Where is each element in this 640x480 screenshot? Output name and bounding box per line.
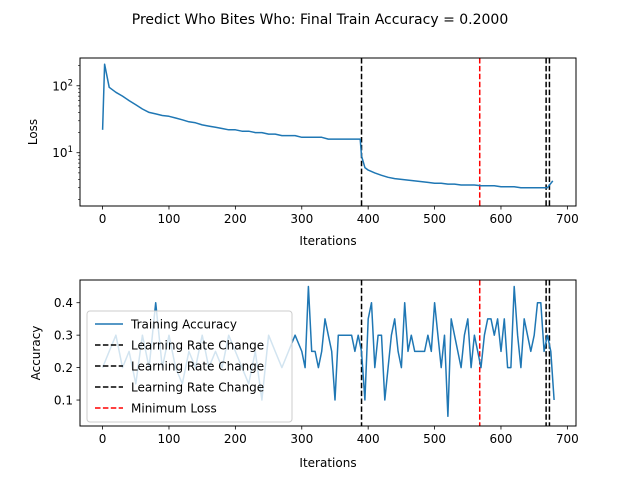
legend-frame: [86, 310, 293, 423]
accuracy-x-axis-label: Iterations: [299, 456, 356, 470]
legend-label-0: Training Accuracy: [130, 318, 237, 332]
accuracy-x-tick-label: 700: [556, 432, 579, 446]
accuracy-y-tick-label: 0.4: [54, 296, 73, 310]
accuracy-x-tick-label: 300: [290, 432, 313, 446]
loss-y-axis-label: Loss: [26, 119, 40, 145]
loss-series: [101, 63, 554, 189]
loss-y-tick-label: 102: [52, 78, 73, 93]
loss-x-ticks: 0 100 200 300 400 500 600 700: [99, 206, 579, 226]
loss-x-tick-label: 100: [158, 212, 181, 226]
accuracy-x-tick-label: 0: [99, 432, 107, 446]
loss-vlines: [360, 58, 551, 206]
loss-x-tick-label: 600: [490, 212, 513, 226]
loss-x-tick-label: 0: [99, 212, 107, 226]
figure-title: Predict Who Bites Who: Final Train Accur…: [132, 12, 508, 28]
accuracy-y-tick-label: 0.1: [54, 394, 73, 408]
accuracy-axes-frame: [79, 279, 577, 427]
loss-x-tick-label: 500: [423, 212, 446, 226]
accuracy-subplot: 0 100 200 300 400 500 600 700 0.1 0.2 0.3 0.4 Iter…: [29, 279, 579, 470]
accuracy-y-axis-label: Accuracy: [29, 326, 43, 381]
loss-axes-frame: [79, 57, 577, 207]
accuracy-x-tick-label: 400: [357, 432, 380, 446]
accuracy-x-tick-label: 100: [158, 432, 181, 446]
loss-x-tick-label: 300: [290, 212, 313, 226]
loss-series-line-0: [101, 63, 554, 189]
legend-label-3: Learning Rate Change: [131, 381, 264, 395]
loss-y-ticks: 101 102: [52, 65, 80, 200]
loss-x-tick-label: 200: [224, 212, 247, 226]
accuracy-y-ticks: 0.1 0.2 0.3 0.4: [54, 296, 80, 408]
accuracy-x-tick-label: 200: [224, 432, 247, 446]
accuracy-legend: Training Accuracy Learning Rate Change Lea…: [86, 310, 293, 423]
accuracy-y-tick-label: 0.2: [54, 361, 73, 375]
loss-subplot: 0 100 200 300 400 500 600 700 101 102 Iterations…: [26, 57, 579, 248]
legend-label-4: Minimum Loss: [131, 402, 217, 416]
loss-y-tick-label: 101: [52, 145, 73, 160]
loss-x-axis-label: Iterations: [299, 234, 356, 248]
loss-x-tick-label: 700: [556, 212, 579, 226]
accuracy-x-ticks: 0 100 200 300 400 500 600 700: [99, 426, 579, 446]
accuracy-y-tick-label: 0.3: [54, 329, 73, 343]
legend-label-2: Learning Rate Change: [131, 360, 264, 374]
legend-label-1: Learning Rate Change: [131, 339, 264, 353]
accuracy-x-tick-label: 600: [490, 432, 513, 446]
loss-x-tick-label: 400: [357, 212, 380, 226]
accuracy-x-tick-label: 500: [423, 432, 446, 446]
